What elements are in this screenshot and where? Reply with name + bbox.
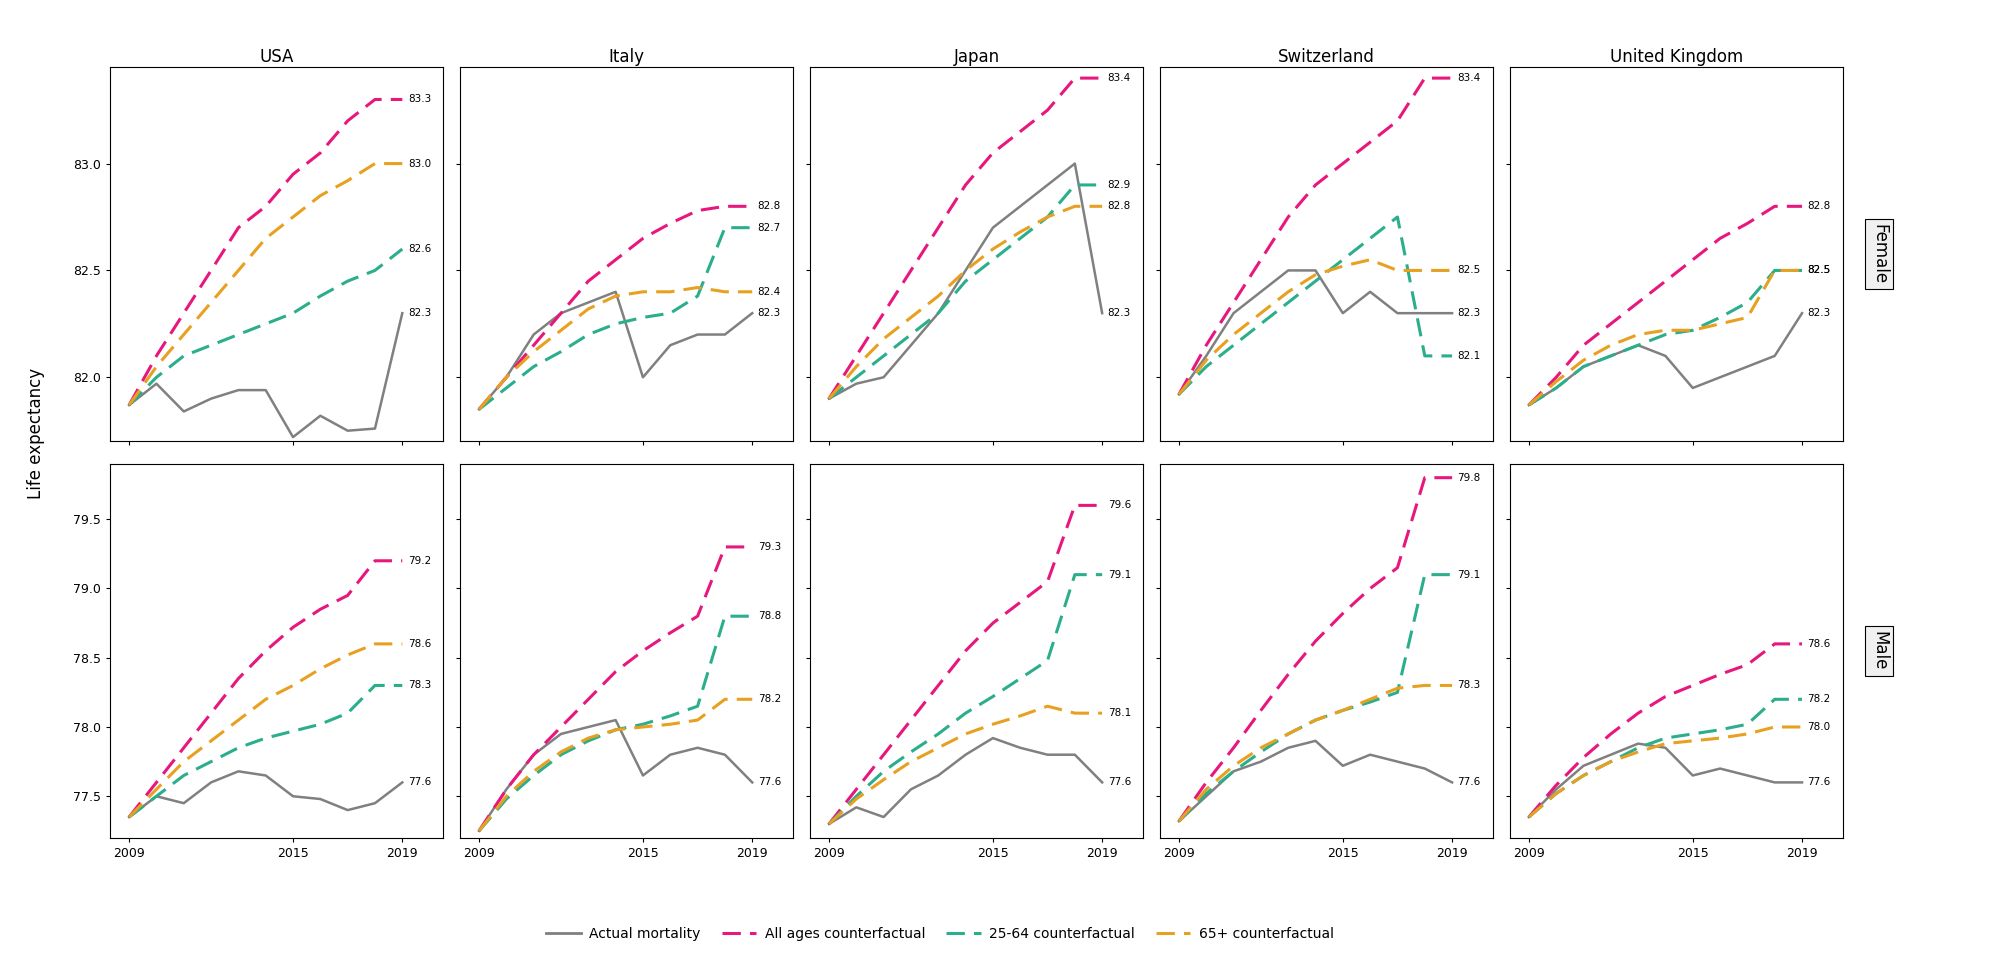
Text: 82.3: 82.3 [758, 308, 780, 318]
Text: Female: Female [1870, 224, 1888, 284]
Text: 83.3: 83.3 [408, 94, 432, 104]
Text: 79.2: 79.2 [408, 556, 432, 566]
Text: 79.6: 79.6 [1108, 501, 1130, 510]
Text: 83.4: 83.4 [1458, 73, 1480, 83]
Text: Male: Male [1870, 631, 1888, 670]
Text: 79.3: 79.3 [758, 542, 780, 552]
Text: 78.6: 78.6 [1808, 638, 1830, 649]
Text: 82.3: 82.3 [1458, 308, 1480, 318]
Text: 82.8: 82.8 [1808, 201, 1830, 211]
Title: Japan: Japan [954, 48, 1000, 65]
Text: 77.6: 77.6 [758, 777, 780, 788]
Text: 77.6: 77.6 [1108, 777, 1130, 788]
Text: 77.6: 77.6 [408, 777, 432, 788]
Text: 82.7: 82.7 [758, 222, 780, 233]
Text: 82.8: 82.8 [1108, 201, 1130, 211]
Text: 82.8: 82.8 [758, 201, 780, 211]
Text: 82.3: 82.3 [1808, 308, 1830, 318]
Text: 77.6: 77.6 [1458, 777, 1480, 788]
Text: 78.6: 78.6 [408, 638, 432, 649]
Text: 83.0: 83.0 [408, 159, 430, 169]
Title: USA: USA [260, 48, 294, 65]
Title: Switzerland: Switzerland [1278, 48, 1374, 65]
Text: 77.6: 77.6 [1808, 777, 1830, 788]
Title: United Kingdom: United Kingdom [1610, 48, 1742, 65]
Legend: Actual mortality, All ages counterfactual, 25-64 counterfactual, 65+ counterfact: Actual mortality, All ages counterfactua… [540, 922, 1340, 947]
Text: 82.5: 82.5 [1458, 266, 1480, 275]
Text: 82.5: 82.5 [1808, 266, 1830, 275]
Text: 78.2: 78.2 [758, 694, 780, 704]
Text: 82.6: 82.6 [408, 244, 432, 254]
Title: Italy: Italy [608, 48, 644, 65]
Text: 78.2: 78.2 [1808, 694, 1830, 704]
Text: 79.8: 79.8 [1458, 473, 1480, 482]
Text: 78.0: 78.0 [1808, 722, 1830, 732]
Text: 78.3: 78.3 [408, 681, 432, 690]
Text: 79.1: 79.1 [1108, 570, 1130, 580]
Text: 79.1: 79.1 [1458, 570, 1480, 580]
Text: 82.4: 82.4 [758, 287, 780, 297]
Text: 78.8: 78.8 [758, 612, 780, 621]
Text: Life expectancy: Life expectancy [26, 368, 44, 499]
Text: 78.3: 78.3 [1458, 681, 1480, 690]
Text: 82.1: 82.1 [1458, 351, 1480, 361]
Text: 78.1: 78.1 [1108, 708, 1130, 718]
Text: 82.9: 82.9 [1108, 180, 1130, 190]
Text: 82.3: 82.3 [1108, 308, 1130, 318]
Text: 82.5: 82.5 [1808, 266, 1830, 275]
Text: 83.4: 83.4 [1108, 73, 1130, 83]
Text: 82.3: 82.3 [408, 308, 432, 318]
